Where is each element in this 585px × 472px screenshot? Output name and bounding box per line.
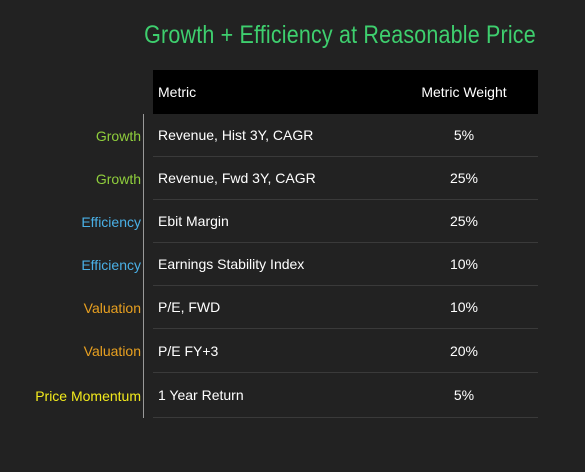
weight-cell: 5%: [453, 387, 475, 403]
table-header: Metric Metric Weight: [153, 70, 538, 114]
category-label: Price Momentum: [35, 387, 141, 404]
page-title: Growth + Efficiency at Reasonable Price: [144, 21, 536, 49]
table-row: P/E, FWD 10%: [153, 286, 538, 329]
category-label: Efficiency: [81, 213, 141, 230]
weight-cell: 10%: [449, 299, 479, 315]
metric-table: Metric Metric Weight Revenue, Hist 3Y, C…: [153, 70, 538, 418]
category-label: Efficiency: [81, 256, 141, 273]
weight-cell: 10%: [449, 256, 479, 272]
metric-cell: Revenue, Fwd 3Y, CAGR: [158, 170, 316, 186]
column-header-weight: Metric Weight: [421, 84, 507, 100]
metric-cell: Earnings Stability Index: [158, 256, 305, 272]
weight-cell: 5%: [453, 127, 475, 143]
weight-cell: 20%: [449, 342, 479, 359]
metric-cell: P/E FY+3: [158, 342, 219, 359]
table-row: Earnings Stability Index 10%: [153, 243, 538, 286]
category-labels: Growth Growth Efficiency Efficiency Valu…: [0, 114, 141, 418]
column-header-metric: Metric: [158, 84, 197, 100]
category-label: Growth: [95, 127, 141, 144]
weight-cell: 25%: [449, 213, 479, 229]
table-row: Revenue, Fwd 3Y, CAGR 25%: [153, 157, 538, 200]
category-label: Valuation: [83, 343, 141, 359]
metric-cell: 1 Year Return: [158, 387, 244, 403]
metric-cell: P/E, FWD: [158, 299, 221, 315]
table-row: Revenue, Hist 3Y, CAGR 5%: [153, 114, 538, 157]
table-row: P/E FY+3 20%: [153, 329, 538, 373]
weight-cell: 25%: [449, 170, 479, 186]
metric-cell: Revenue, Hist 3Y, CAGR: [158, 127, 314, 143]
metric-cell: Ebit Margin: [158, 213, 229, 229]
category-label: Growth: [95, 170, 141, 187]
table-row: Ebit Margin 25%: [153, 200, 538, 243]
category-divider: [143, 114, 144, 418]
category-label: Valuation: [83, 299, 141, 316]
table-row: 1 Year Return 5%: [153, 373, 538, 418]
